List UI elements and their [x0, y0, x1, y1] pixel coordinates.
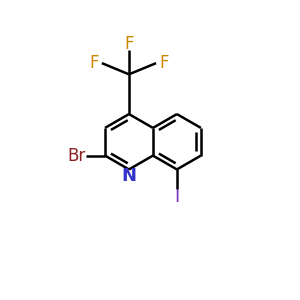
- Text: F: F: [89, 54, 99, 72]
- Text: I: I: [174, 188, 179, 206]
- Text: F: F: [159, 54, 169, 72]
- Text: Br: Br: [67, 147, 85, 165]
- Text: F: F: [124, 35, 134, 53]
- Text: N: N: [122, 167, 136, 185]
